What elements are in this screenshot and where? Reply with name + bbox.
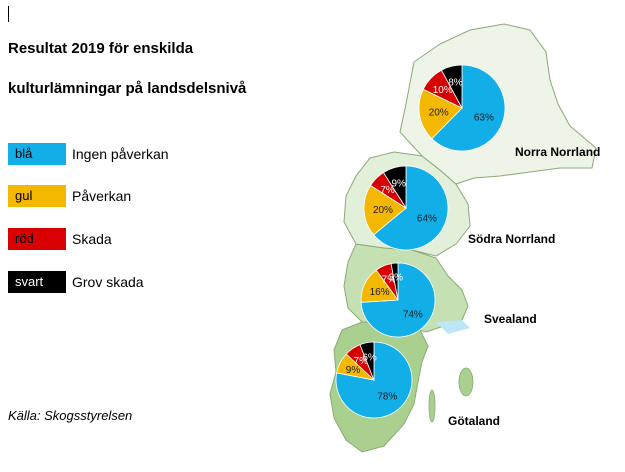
source-note: Källa: Skogsstyrelsen (8, 408, 133, 423)
pie-norra-norrland: 63% 20% 10%8% (418, 64, 506, 152)
pie-slice-grov-skada (359, 341, 375, 381)
legend-item-ingen-paverkan: blå Ingen påverkan (8, 143, 169, 165)
chart-title-line-1: Resultat 2019 för enskilda (8, 40, 194, 57)
pie-slice-grov-skada (390, 262, 399, 301)
legend-swatch-bla: blå (8, 143, 66, 165)
pie-data-label: 3% (389, 273, 404, 284)
legend-label: Ingen påverkan (72, 146, 169, 162)
legend-swatch-gul: gul (8, 185, 66, 207)
pie-slice-ingen-paverkan (431, 64, 506, 152)
legend-item-paverkan: gul Påverkan (8, 185, 131, 207)
gotland-island (458, 367, 474, 397)
pie-data-label: 10% (433, 85, 453, 96)
pie-slice-ingen-paverkan (360, 262, 436, 338)
text-cursor (8, 6, 9, 22)
pie-data-label: 8% (448, 78, 463, 89)
region-label-norra-norrland: Norra Norrland (515, 145, 600, 159)
pie-slice-grov-skada (382, 165, 407, 210)
pie-data-label: 9% (392, 178, 407, 189)
region-labels: Norra Norrland Södra Norrland Svealand Göta… (448, 145, 600, 428)
pie-slice-grov-skada (440, 64, 463, 109)
oland-island (428, 389, 436, 423)
pie-data-label: 20% (373, 205, 393, 216)
region-label-svealand: Svealand (484, 312, 537, 326)
pie-slice-paverkan (363, 184, 407, 236)
region-label-gotaland: Götaland (448, 414, 500, 428)
chart-title-line-2: kulturlämningar på landsdelsnivå (8, 80, 247, 97)
pie-data-label: 63% (474, 112, 494, 123)
legend-swatch-rod: röd (8, 228, 66, 250)
pie-svealand: 74% 16% 7%3% (360, 262, 436, 338)
pie-data-label: 78% (377, 392, 397, 403)
pie-data-label: 74% (403, 309, 423, 320)
legend-item-skada: röd Skada (8, 228, 112, 250)
legend-item-grov-skada: svart Grov skada (8, 271, 144, 293)
pie-data-label: 7% (382, 274, 397, 285)
pie-data-label: 16% (370, 287, 390, 298)
region-label-sodra-norrland: Södra Norrland (468, 232, 555, 246)
legend-label: Skada (72, 231, 112, 247)
pie-data-label: 6% (362, 352, 377, 363)
pie-data-label: 20% (429, 108, 449, 119)
pie-slice-paverkan (418, 88, 463, 140)
legend-label: Påverkan (72, 188, 132, 204)
legend-swatch-svart: svart (8, 271, 66, 293)
pie-data-label: 7% (380, 185, 395, 196)
pie-data-label: 7% (354, 356, 369, 367)
lake-shape (436, 320, 470, 334)
pie-charts: 63%20%10%8%64%20%7%9%74%16%7%3%78%9%7%6% (335, 64, 506, 419)
pie-gotaland: 78% 9%7%6% (335, 341, 413, 419)
pie-slice-ingen-paverkan (373, 165, 449, 251)
pie-sodra-norrland: 64% 20% 7%9% (363, 165, 449, 251)
pie-data-label: 9% (346, 365, 361, 376)
legend-label: Grov skada (72, 274, 144, 290)
pie-data-label: 64% (417, 213, 437, 224)
